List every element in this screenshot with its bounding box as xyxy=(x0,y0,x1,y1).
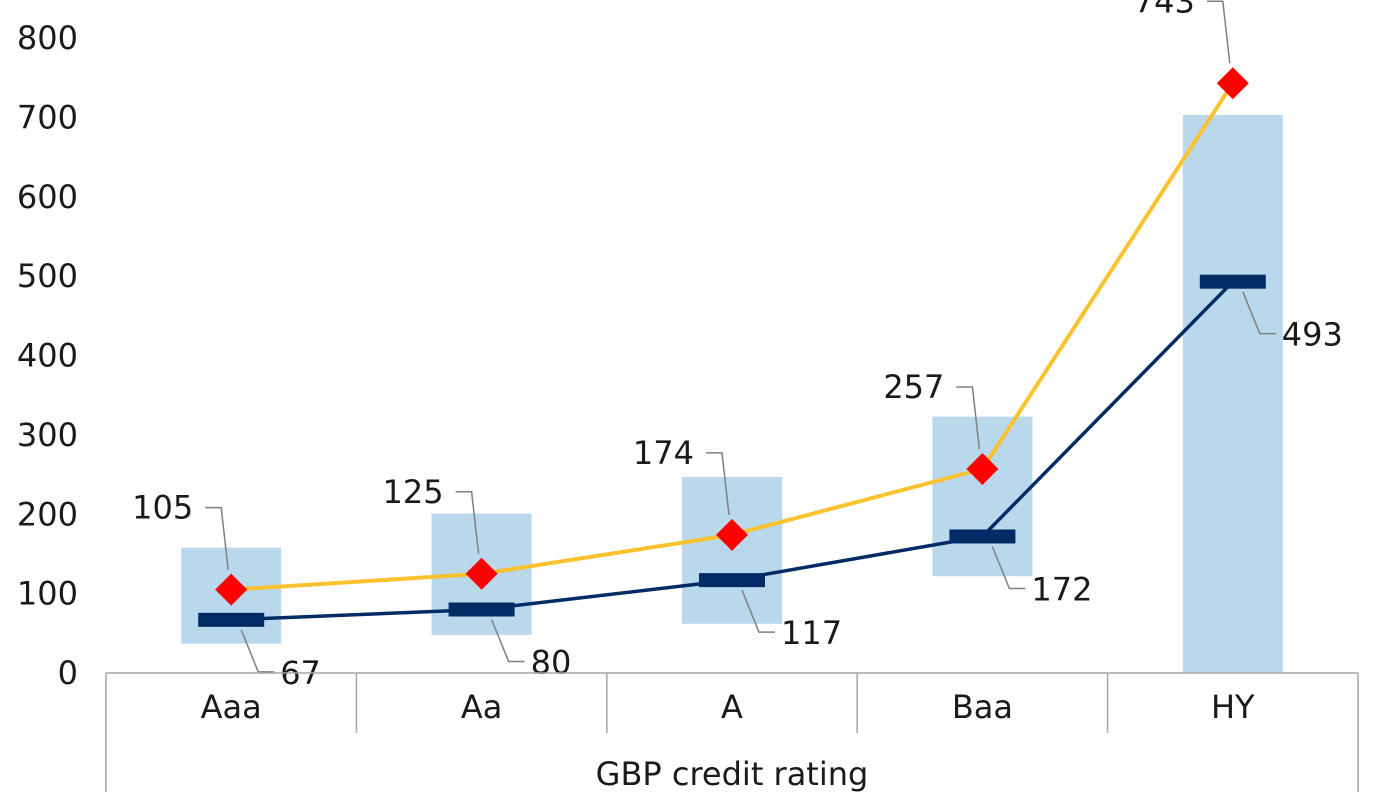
x-axis-title: GBP credit rating xyxy=(596,755,869,793)
x-tick-label-aaa: Aaa xyxy=(201,688,262,726)
x-tick-label-a: A xyxy=(721,688,743,726)
series-1-label-aaa: 105 xyxy=(132,489,193,527)
series-1-leader-a xyxy=(706,452,730,515)
series-2-marker-aa xyxy=(448,602,515,617)
x-tick-label-baa: Baa xyxy=(952,688,1013,726)
series-1-label-a: 174 xyxy=(633,434,694,472)
series-1-marker-a xyxy=(716,518,748,551)
y-tick-label-100: 100 xyxy=(17,575,78,613)
series-1-label-baa: 257 xyxy=(883,368,944,406)
series-1-label-aa: 125 xyxy=(383,473,444,511)
series-2-marker-a xyxy=(699,573,765,588)
range-bar-baa xyxy=(932,416,1033,577)
series-1-marker-baa xyxy=(966,453,999,486)
series-2-leader-aaa xyxy=(240,629,275,673)
y-axis: 0 100 200 300 400 500 600 700 800 xyxy=(17,19,78,692)
series-2-label-aa: 80 xyxy=(531,644,572,682)
label-leaders xyxy=(205,0,1276,673)
x-tick-label-aa: Aa xyxy=(461,688,503,726)
series-2-leader-baa xyxy=(991,546,1026,590)
series-2-leader-a xyxy=(741,589,775,633)
x-tick-label-hy: HY xyxy=(1211,688,1255,726)
series-2-label-a: 117 xyxy=(781,614,842,652)
y-tick-label-300: 300 xyxy=(17,416,78,454)
series-2-leader-aa xyxy=(490,619,525,663)
series-1-leader-hy xyxy=(1206,0,1231,64)
y-tick-label-800: 800 xyxy=(17,19,78,57)
series-1-marker-hy xyxy=(1216,67,1249,100)
range-bar-hy xyxy=(1182,114,1283,673)
series-2-marker-hy xyxy=(1199,274,1266,289)
range-bars xyxy=(181,114,1283,673)
series-2-marker-aaa xyxy=(198,612,265,627)
series-markers xyxy=(198,67,1266,627)
y-tick-label-200: 200 xyxy=(17,495,78,533)
series-2-marker-baa xyxy=(949,529,1016,544)
series-1-leader-aaa xyxy=(205,506,229,570)
series-1-leader-aa xyxy=(455,491,480,554)
y-tick-label-500: 500 xyxy=(17,257,78,295)
y-tick-label-400: 400 xyxy=(17,337,78,375)
series-2-leader-hy xyxy=(1242,291,1276,335)
series-1-marker-aa xyxy=(465,557,498,590)
series-1-leader-baa xyxy=(956,386,981,450)
y-tick-label-600: 600 xyxy=(17,178,78,216)
series-1-marker-aaa xyxy=(215,573,248,606)
series-2-label-hy: 493 xyxy=(1282,316,1343,354)
y-tick-label-0: 0 xyxy=(58,654,78,692)
series-1-label-hy: 743 xyxy=(1134,0,1195,20)
x-axis: Aaa Aa A Baa HY xyxy=(105,672,1359,792)
y-tick-label-700: 700 xyxy=(17,98,78,136)
series-2-label-baa: 172 xyxy=(1031,570,1092,608)
